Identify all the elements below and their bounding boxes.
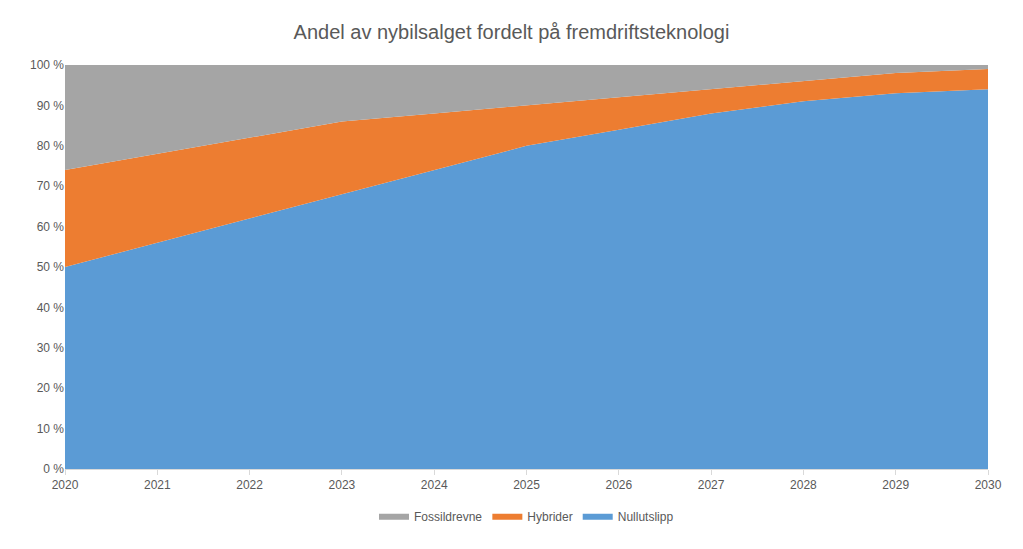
svg-text:2030: 2030 bbox=[975, 478, 1002, 492]
svg-text:20 %: 20 % bbox=[37, 381, 65, 395]
svg-text:2028: 2028 bbox=[790, 478, 817, 492]
svg-text:2027: 2027 bbox=[698, 478, 725, 492]
svg-text:60 %: 60 % bbox=[37, 220, 65, 234]
svg-text:100 %: 100 % bbox=[30, 58, 64, 72]
svg-text:70 %: 70 % bbox=[37, 179, 65, 193]
svg-text:Fossildrevne: Fossildrevne bbox=[414, 510, 482, 524]
svg-text:Hybrider: Hybrider bbox=[527, 510, 572, 524]
svg-text:10 %: 10 % bbox=[37, 422, 65, 436]
svg-text:Andel av nybilsalget fordelt p: Andel av nybilsalget fordelt på fremdrif… bbox=[294, 21, 730, 43]
svg-text:50 %: 50 % bbox=[37, 260, 65, 274]
svg-text:80 %: 80 % bbox=[37, 139, 65, 153]
svg-text:2022: 2022 bbox=[236, 478, 263, 492]
svg-text:2023: 2023 bbox=[329, 478, 356, 492]
svg-text:2020: 2020 bbox=[52, 478, 79, 492]
svg-text:2029: 2029 bbox=[882, 478, 909, 492]
svg-text:30 %: 30 % bbox=[37, 341, 65, 355]
svg-text:40 %: 40 % bbox=[37, 301, 65, 315]
svg-text:2025: 2025 bbox=[513, 478, 540, 492]
svg-text:2026: 2026 bbox=[605, 478, 632, 492]
svg-text:90 %: 90 % bbox=[37, 99, 65, 113]
svg-text:2021: 2021 bbox=[144, 478, 171, 492]
svg-text:Nullutslipp: Nullutslipp bbox=[618, 510, 674, 524]
svg-text:2024: 2024 bbox=[421, 478, 448, 492]
svg-text:0 %: 0 % bbox=[43, 462, 64, 476]
